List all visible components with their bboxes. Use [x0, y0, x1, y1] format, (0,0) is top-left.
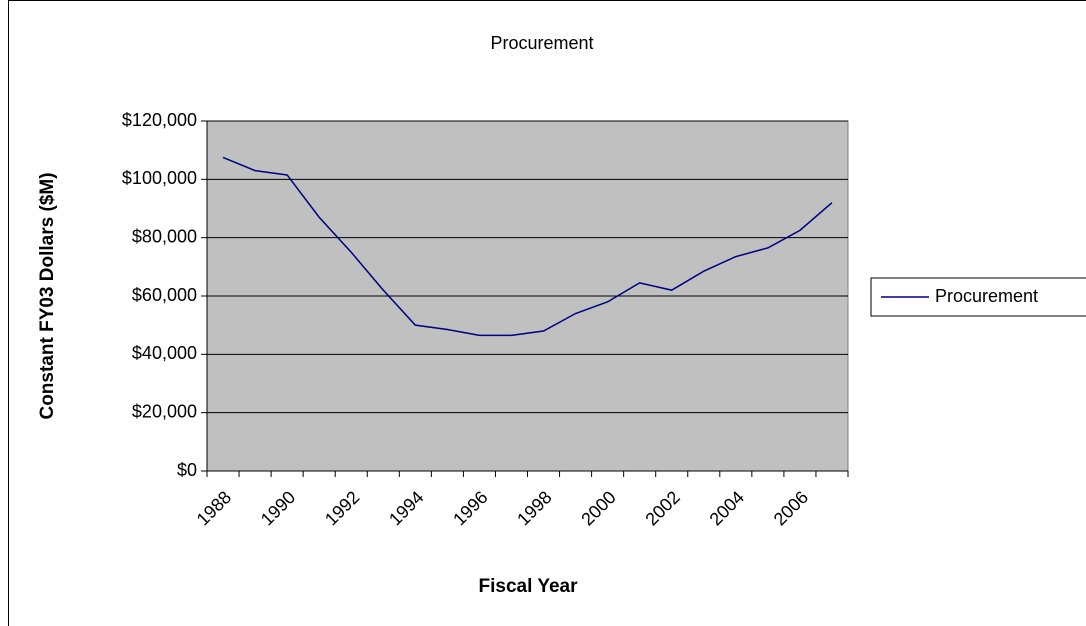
y-tick-label: $120,000: [122, 110, 197, 130]
y-tick-label: $100,000: [122, 168, 197, 188]
y-tick-label: $60,000: [132, 285, 197, 305]
series-line: [222, 156, 833, 337]
legend-label: Procurement: [935, 286, 1038, 306]
x-axis-title: Fiscal Year: [479, 576, 579, 597]
y-tick-label: $0: [177, 460, 197, 480]
y-tick-label: $20,000: [132, 401, 197, 421]
y-tick-label: $80,000: [132, 226, 197, 246]
y-tick-label: $40,000: [132, 343, 197, 363]
y-axis-title: Constant FY03 Dollars ($M): [37, 172, 58, 419]
chart-title: Procurement: [490, 33, 593, 53]
